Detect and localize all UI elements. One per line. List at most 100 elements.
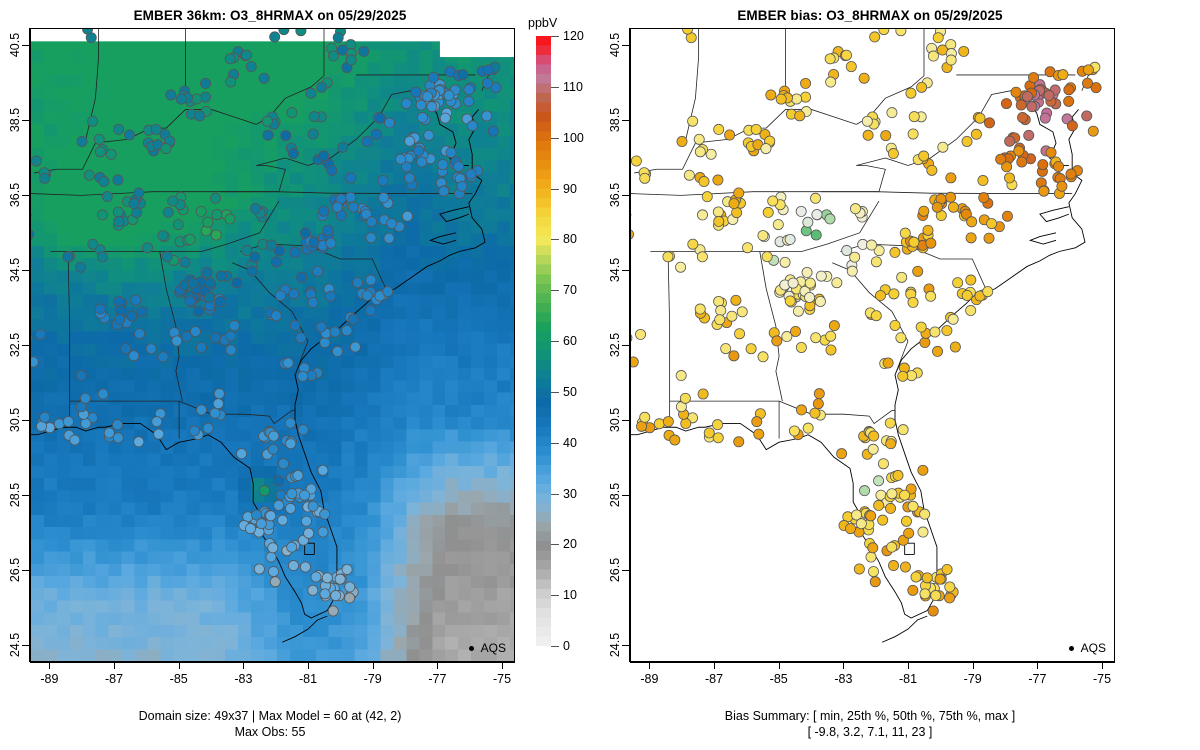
y-tick-label: 36.5	[608, 182, 622, 208]
y-tick-label: 28.5	[8, 482, 22, 508]
colorbar-tick	[551, 239, 559, 241]
y-tick	[22, 269, 29, 271]
x-tick-label: -79	[963, 672, 982, 686]
model-map[interactable]: AQS	[30, 28, 515, 662]
y-tick	[622, 570, 629, 572]
colorbar-tick-label: 20	[563, 537, 577, 552]
colorbar-tick-label: 100	[563, 130, 584, 145]
aqs-observation-points-layer[interactable]	[31, 29, 514, 661]
colorbar-tick	[551, 442, 559, 444]
y-tick-label: 24.5	[8, 632, 22, 658]
x-tick	[308, 662, 310, 669]
y-tick-label: 40.5	[8, 32, 22, 58]
colorbar-tick	[551, 341, 559, 342]
y-tick	[22, 645, 29, 647]
colorbar-tick	[551, 544, 559, 546]
colorbar-tick	[551, 36, 559, 37]
y-tick-label: 34.5	[8, 257, 22, 283]
x-tick-label: -83	[834, 672, 853, 686]
x-tick-label: -89	[40, 672, 59, 686]
colorbar-tick-label: 60	[563, 334, 577, 348]
y-tick-label: 24.5	[608, 632, 622, 658]
x-tick	[372, 662, 374, 669]
x-tick	[1102, 662, 1104, 669]
x-tick-label: -75	[1093, 672, 1112, 686]
x-tick-label: -85	[769, 672, 788, 686]
bias-caption: Bias Summary: [ min, 25th %, 50th %, 75t…	[600, 708, 1140, 740]
bias-caption-line1: Bias Summary: [ min, 25th %, 50th %, 75t…	[724, 709, 1016, 723]
y-tick	[622, 495, 629, 497]
bias-map[interactable]: AQS	[630, 28, 1115, 662]
x-tick	[243, 662, 245, 669]
x-tick	[178, 662, 180, 669]
colorbar-tick-label: 110	[563, 79, 583, 94]
y-tick-label: 30.5	[8, 407, 22, 433]
colorbar-tick-label: 50	[563, 384, 577, 399]
x-tick	[649, 662, 651, 669]
y-tick	[622, 420, 629, 422]
y-tick	[22, 570, 29, 572]
x-tick	[714, 662, 716, 669]
colorbar-tick	[551, 137, 559, 139]
y-tick-label: 32.5	[608, 332, 622, 358]
y-tick	[622, 645, 629, 647]
y-tick	[22, 345, 29, 346]
y-tick-label: 26.5	[8, 557, 22, 583]
x-tick-label: -85	[169, 672, 188, 686]
y-tick	[22, 420, 29, 422]
aqs-legend-label: AQS	[1080, 641, 1106, 655]
x-axis-bias: -89 -87 -85 -83 -81 -79 -77 -75	[630, 662, 1115, 686]
model-raster-layer	[31, 29, 514, 661]
y-axis-model: 40.5 38.5 36.5 34.5 32.5 30.5 28.5 26.5 24.5	[8, 28, 30, 662]
y-tick	[622, 44, 629, 46]
colorbar-tick-label: 70	[563, 283, 577, 298]
colorbar-tick-label: 10	[563, 588, 577, 603]
colorbar-tick	[551, 290, 559, 292]
y-tick	[22, 194, 29, 196]
y-tick	[622, 269, 629, 271]
x-tick	[972, 662, 974, 669]
colorbar-tick-label: 90	[563, 181, 577, 196]
x-tick	[502, 662, 504, 669]
model-panel-title: EMBER 36km: O3_8HRMAX on 05/29/2025	[133, 8, 407, 23]
x-tick	[843, 662, 845, 669]
aqs-legend-right: AQS	[1068, 641, 1106, 655]
x-tick-label: -87	[705, 672, 724, 686]
colorbar-tick-label: 0	[563, 639, 570, 653]
x-tick-label: -87	[105, 672, 124, 686]
y-tick-label: 36.5	[8, 182, 22, 208]
y-tick-label: 38.5	[8, 107, 22, 133]
model-caption: Domain size: 49x37 | Max Model = 60 at (…	[0, 708, 540, 740]
bias-panel: EMBER bias: O3_8HRMAX on 05/29/2025 AQS …	[600, 0, 1200, 750]
y-tick-label: 38.5	[608, 107, 622, 133]
model-caption-line1: Domain size: 49x37 | Max Model = 60 at (…	[138, 709, 402, 723]
y-tick	[622, 119, 629, 121]
x-tick-label: -77	[428, 672, 447, 686]
x-tick	[1037, 662, 1039, 669]
colorbar-tick	[551, 188, 559, 190]
model-panel: EMBER 36km: O3_8HRMAX on 05/29/2025 AQS …	[0, 8, 584, 740]
x-tick	[49, 662, 51, 669]
model-colorbar: ppbV 0 10 20 30 40 50 60 70 80 90 100 110 120	[528, 16, 608, 653]
bias-panel-title: EMBER bias: O3_8HRMAX on 05/29/2025	[737, 8, 1003, 23]
x-tick	[778, 662, 780, 669]
aqs-bias-points-layer[interactable]	[631, 29, 1114, 661]
y-axis-bias: 40.5 38.5 36.5 34.5 32.5 30.5 28.5 26.5 24.5	[608, 28, 630, 662]
aqs-marker-icon	[468, 645, 474, 651]
model-colorbar-gradient	[536, 36, 551, 646]
colorbar-tick	[551, 86, 559, 88]
model-colorbar-unit: ppbV	[528, 16, 558, 30]
y-tick	[622, 194, 629, 196]
x-tick-label: -75	[493, 672, 512, 686]
x-tick-label: -89	[640, 672, 659, 686]
x-tick-label: -77	[1028, 672, 1047, 686]
colorbar-tick	[551, 391, 559, 393]
y-tick-label: 32.5	[8, 332, 22, 358]
y-tick	[22, 119, 29, 121]
y-tick-label: 26.5	[608, 557, 622, 583]
colorbar-tick	[551, 595, 559, 597]
x-tick-label: -83	[234, 672, 253, 686]
colorbar-tick-label: 120	[563, 29, 584, 43]
aqs-legend-label: AQS	[480, 641, 506, 655]
x-tick-label: -79	[363, 672, 382, 686]
